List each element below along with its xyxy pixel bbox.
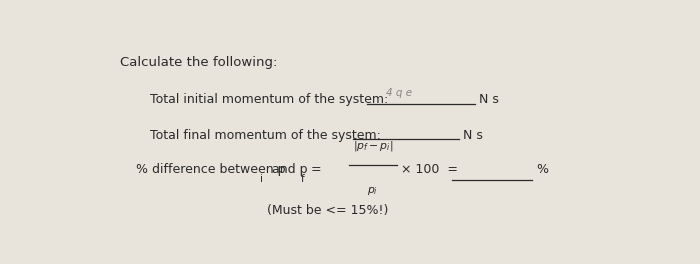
Text: Calculate the following:: Calculate the following: (120, 56, 277, 69)
Text: % difference between p: % difference between p (136, 163, 286, 176)
Text: %: % (536, 163, 548, 176)
Text: N s: N s (463, 129, 483, 142)
Text: (Must be <= 15%!): (Must be <= 15%!) (267, 204, 388, 217)
Text: i: i (260, 174, 263, 184)
Text: f: f (301, 174, 304, 184)
Text: and p: and p (267, 163, 307, 176)
Text: $|p_f - p_i|$: $|p_f - p_i|$ (354, 139, 394, 153)
Text: N s: N s (480, 93, 499, 106)
Text: 4 q e: 4 q e (386, 88, 412, 98)
Text: Total final momentum of the system:: Total final momentum of the system: (150, 129, 381, 142)
Text: × 100  =: × 100 = (401, 163, 458, 176)
Text: =: = (307, 163, 321, 176)
Text: $p_i$: $p_i$ (368, 185, 379, 197)
Text: Total initial momentum of the system:: Total initial momentum of the system: (150, 93, 388, 106)
